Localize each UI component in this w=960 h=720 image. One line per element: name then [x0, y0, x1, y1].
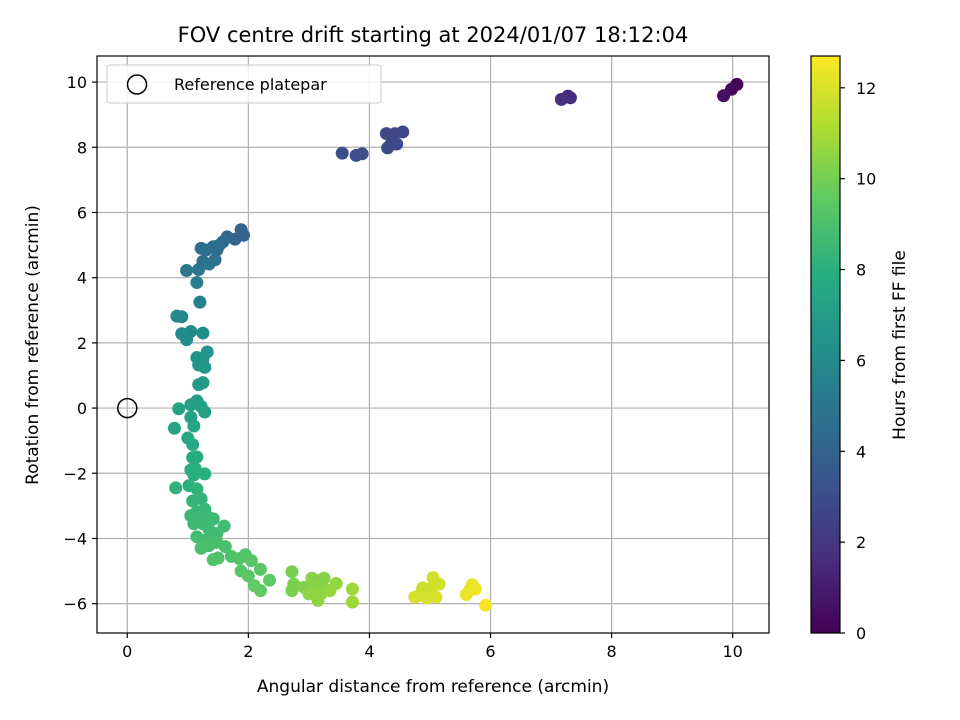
- data-points: [167, 77, 744, 612]
- data-point: [206, 553, 220, 567]
- y-tick-label: −2: [63, 464, 87, 483]
- data-point: [172, 402, 186, 416]
- colorbar-tick-label: 8: [856, 261, 866, 280]
- data-point: [381, 141, 395, 155]
- legend-reference-marker: [126, 74, 148, 95]
- data-point: [184, 398, 198, 412]
- grid-lines: [97, 56, 769, 633]
- data-point: [202, 539, 216, 553]
- legend: Reference platepar: [106, 64, 382, 104]
- x-tick-label: 2: [243, 642, 253, 661]
- x-axis-ticks: 0 2 4 6 8 10: [122, 633, 743, 661]
- data-point: [192, 263, 206, 277]
- colorbar-gradient: [811, 56, 840, 633]
- data-point: [192, 378, 206, 392]
- data-point: [408, 590, 422, 604]
- x-tick-label: 0: [122, 642, 132, 661]
- data-point: [311, 593, 325, 607]
- data-point: [196, 326, 210, 340]
- data-point: [218, 540, 232, 554]
- colorbar-frame: [810, 55, 841, 634]
- y-tick-label: 10: [67, 73, 87, 92]
- colorbar-ticks: 0 2 4 6 8 10 12: [840, 79, 876, 643]
- data-point: [198, 360, 212, 374]
- x-tick-label: 4: [364, 642, 374, 661]
- data-point: [432, 577, 446, 591]
- data-point: [187, 517, 201, 531]
- colorbar-tick-label: 0: [856, 624, 866, 643]
- data-point: [187, 468, 201, 482]
- data-point: [198, 405, 212, 419]
- data-point: [167, 421, 181, 435]
- data-point: [169, 481, 183, 495]
- data-point: [335, 146, 349, 160]
- data-point: [186, 438, 200, 452]
- data-point: [190, 482, 204, 496]
- y-tick-label: −6: [63, 595, 87, 614]
- data-point: [170, 309, 184, 323]
- data-point: [329, 576, 343, 590]
- data-point: [186, 451, 200, 465]
- data-point: [554, 92, 568, 106]
- y-axis-label: Rotation from reference (arcmin): [23, 205, 43, 485]
- x-tick-label: 10: [722, 642, 742, 661]
- data-point: [420, 591, 434, 605]
- data-point: [345, 595, 359, 609]
- data-point: [206, 512, 220, 526]
- colorbar-tick-label: 12: [856, 79, 876, 98]
- data-point: [180, 264, 194, 278]
- y-tick-label: 0: [77, 399, 87, 418]
- data-point: [244, 554, 258, 568]
- data-point: [180, 333, 194, 347]
- data-point: [193, 295, 207, 309]
- colorbar-tick-label: 2: [856, 533, 866, 552]
- data-point: [253, 562, 267, 576]
- data-point: [186, 494, 200, 508]
- data-point: [285, 584, 299, 598]
- x-tick-label: 8: [607, 642, 617, 661]
- data-point: [187, 419, 201, 433]
- legend-box: [106, 64, 382, 104]
- colorbar-tick-label: 6: [856, 351, 866, 370]
- data-point: [379, 127, 393, 141]
- data-point: [241, 569, 255, 583]
- data-point: [198, 467, 212, 481]
- y-tick-label: 4: [77, 269, 87, 288]
- data-point: [302, 587, 316, 601]
- data-point: [285, 565, 299, 579]
- legend-entry-reference-platepar: Reference platepar: [174, 75, 327, 94]
- y-tick-label: 6: [77, 203, 87, 222]
- y-tick-label: 8: [77, 138, 87, 157]
- y-axis-ticks: −6 −4 −2 0 2 4 6 8 10: [63, 73, 97, 614]
- y-tick-label: −4: [63, 529, 87, 548]
- data-point: [355, 147, 369, 161]
- x-axis-label: Angular distance from reference (arcmin): [257, 677, 609, 697]
- data-point: [479, 598, 493, 612]
- y-tick-label: 2: [77, 334, 87, 353]
- data-point: [253, 584, 267, 598]
- data-point: [317, 571, 331, 585]
- data-point: [468, 582, 482, 596]
- chart-title: FOV centre drift starting at 2024/01/07 …: [178, 23, 689, 47]
- data-point: [717, 89, 731, 103]
- colorbar-tick-label: 4: [856, 442, 866, 461]
- colorbar-tick-label: 10: [856, 170, 876, 189]
- data-point: [263, 573, 277, 587]
- colorbar: 0 2 4 6 8 10 12 Hours from first FF file: [810, 55, 910, 643]
- data-point: [194, 241, 208, 255]
- x-tick-label: 6: [485, 642, 495, 661]
- data-point: [190, 276, 204, 290]
- reference-platepar-marker: [117, 397, 138, 419]
- data-point: [234, 223, 248, 237]
- plot-frame: [96, 55, 770, 634]
- colorbar-label: Hours from first FF file: [890, 250, 910, 440]
- data-point: [345, 582, 359, 596]
